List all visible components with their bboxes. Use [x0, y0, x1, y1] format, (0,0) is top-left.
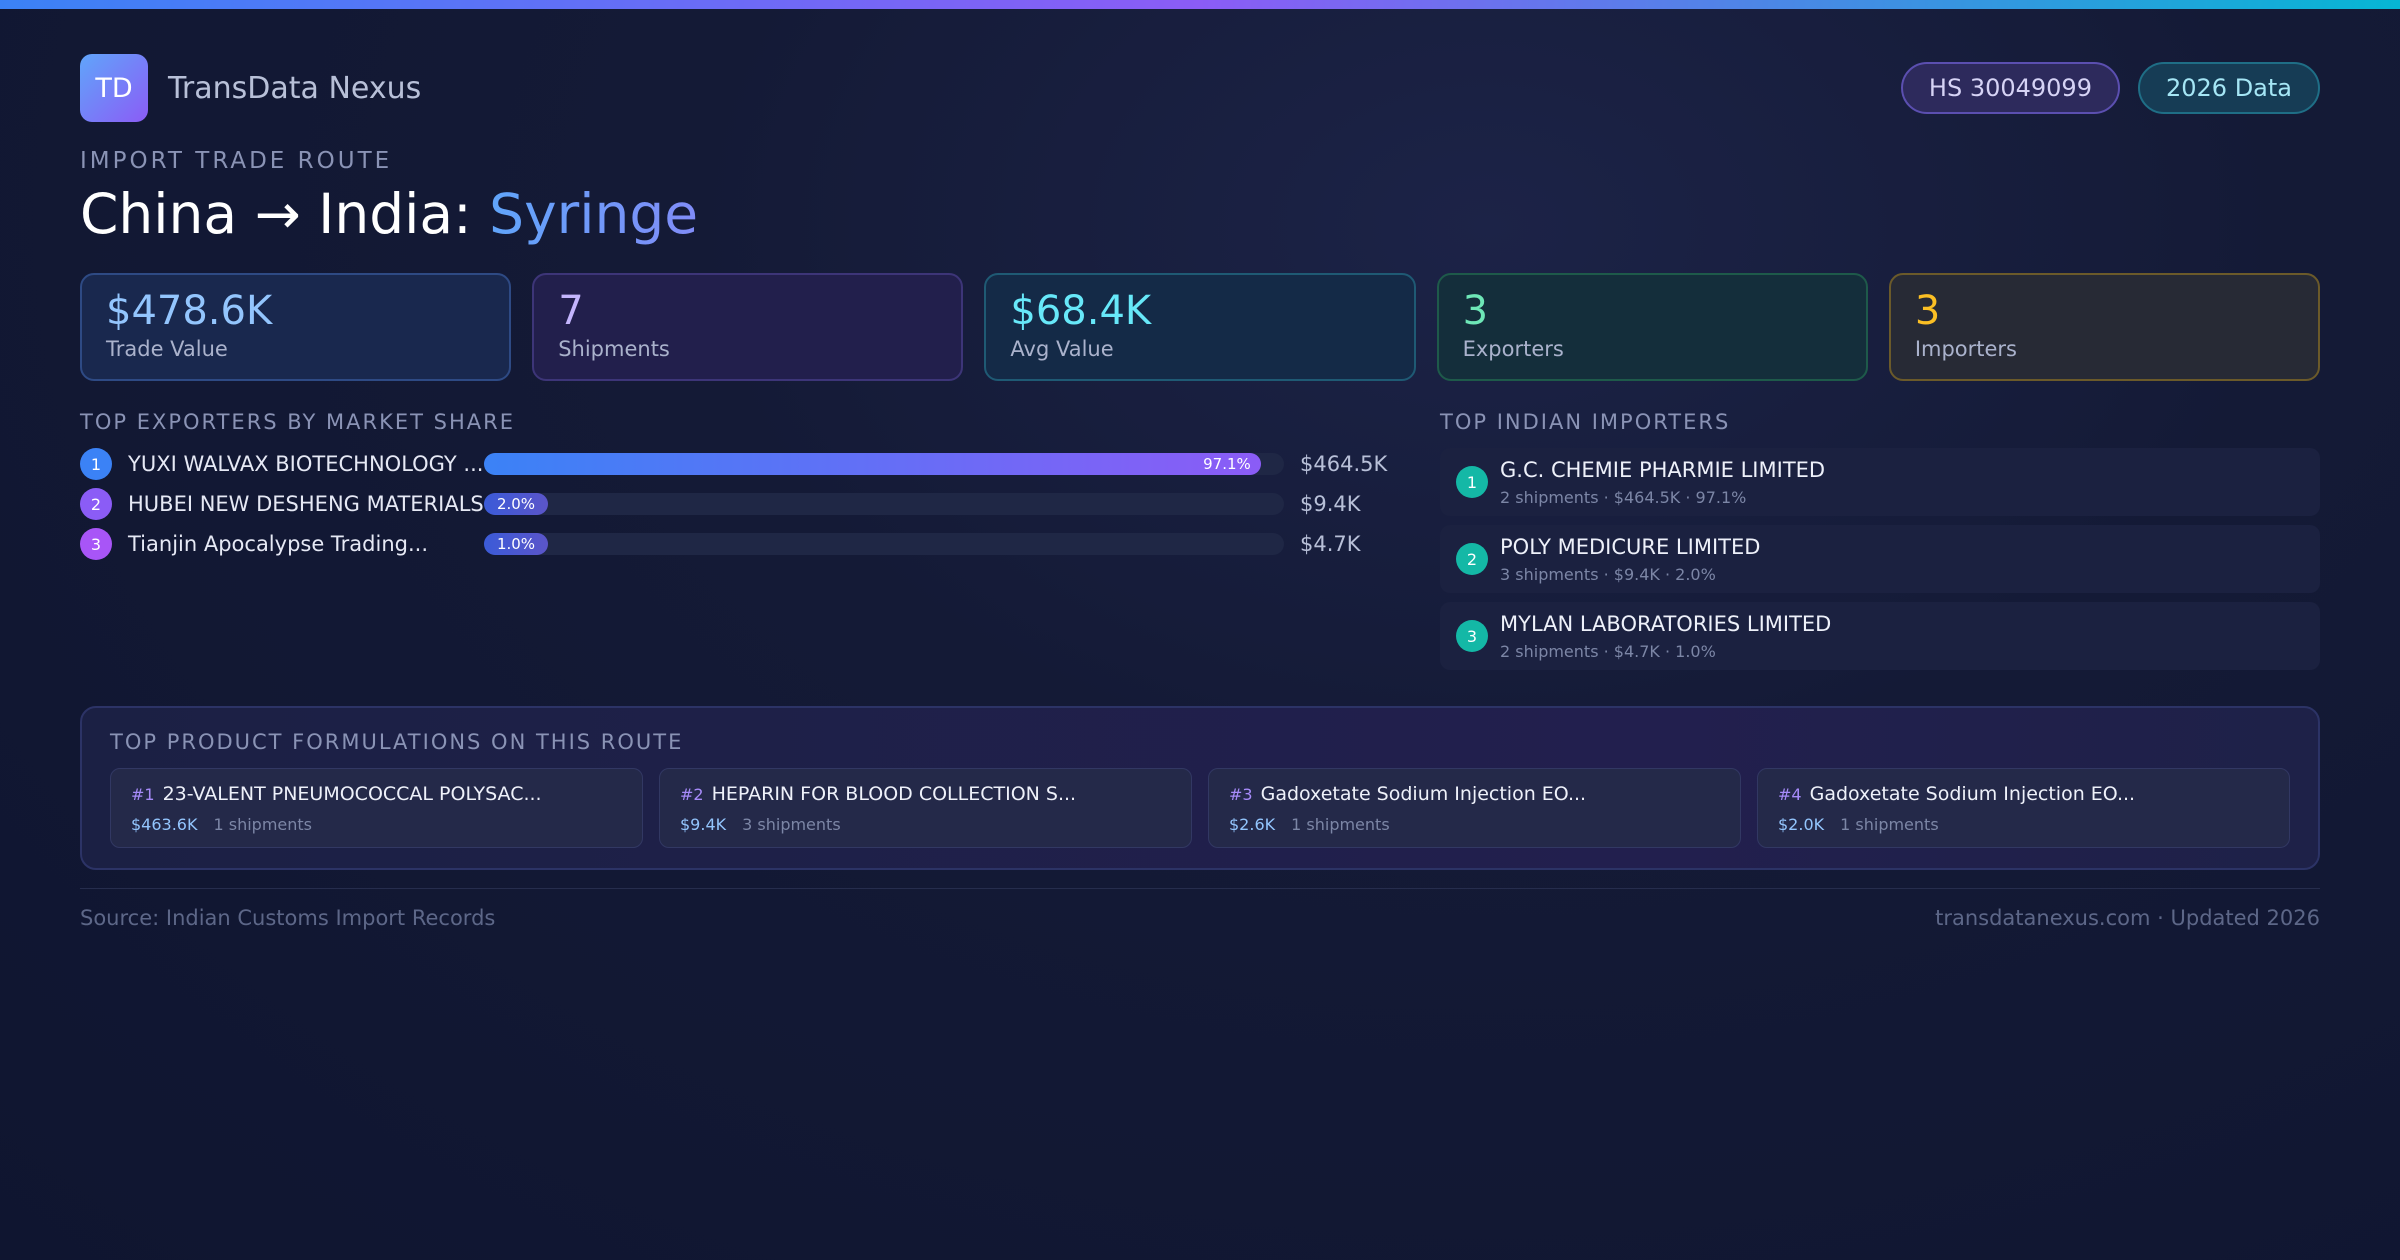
header: TD TransData Nexus HS 30049099 2026 Data [80, 54, 2320, 122]
formulation-title: #1 23-VALENT PNEUMOCOCCAL POLYSAC... [131, 783, 622, 805]
importer-rank: 1 [1456, 466, 1488, 498]
formulation-name: HEPARIN FOR BLOOD COLLECTION S... [711, 783, 1077, 805]
exporter-value: $9.4K [1300, 492, 1361, 516]
stat-value: $478.6K [106, 288, 273, 334]
importer-rank: 3 [1456, 620, 1488, 652]
formulation-cards: #1 23-VALENT PNEUMOCOCCAL POLYSAC... $463… [110, 768, 2290, 848]
formulation-stats: $2.0K 1 shipments [1778, 815, 2269, 834]
formulations-section-label: TOP PRODUCT FORMULATIONS ON THIS ROUTE [110, 730, 684, 754]
formulation-card[interactable]: #4 Gadoxetate Sodium Injection EO... $2.0… [1757, 768, 2290, 848]
exporter-row[interactable]: 2 HUBEI NEW DESHENG MATERIALS 2.0% $9.4K [80, 488, 1380, 520]
share-bar-fill: 2.0% [484, 493, 548, 515]
formulation-shipments: 1 shipments [1840, 815, 1939, 834]
importer-meta: 2 shipments · $464.5K · 97.1% [1500, 488, 1747, 507]
title-product: Syringe [489, 182, 699, 246]
formulations-panel: TOP PRODUCT FORMULATIONS ON THIS ROUTE #… [80, 706, 2320, 870]
importers-section-label: TOP INDIAN IMPORTERS [1440, 410, 1731, 434]
formulation-rank: #3 [1229, 785, 1253, 804]
importer-meta: 3 shipments · $9.4K · 2.0% [1500, 565, 1716, 584]
exporter-row[interactable]: 1 YUXI WALVAX BIOTECHNOLOGY ... 97.1% $4… [80, 448, 1387, 480]
formulation-shipments: 1 shipments [213, 815, 313, 834]
formulation-shipments: 1 shipments [1291, 815, 1390, 834]
importer-meta: 2 shipments · $4.7K · 1.0% [1500, 642, 1716, 661]
header-badges: HS 30049099 2026 Data [1900, 62, 2320, 114]
importer-card[interactable]: 2 POLY MEDICURE LIMITED 3 shipments · $9… [1440, 525, 2320, 593]
exporter-row[interactable]: 3 Tianjin Apocalypse Trading... 1.0% $4.… [80, 528, 1380, 560]
importer-rank: 2 [1456, 543, 1488, 575]
stat-exporters: 3 Exporters [1436, 273, 1868, 381]
formulation-title: #3 Gadoxetate Sodium Injection EO... [1229, 783, 1720, 805]
importer-card[interactable]: 3 MYLAN LABORATORIES LIMITED 2 shipments… [1440, 602, 2320, 670]
formulation-card[interactable]: #1 23-VALENT PNEUMOCOCCAL POLYSAC... $463… [110, 768, 643, 848]
brand[interactable]: TD TransData Nexus [80, 54, 421, 122]
share-bar-track: 2.0% [484, 493, 1284, 515]
importer-name: POLY MEDICURE LIMITED [1500, 535, 1761, 559]
data-year-badge: 2026 Data [2137, 62, 2320, 114]
formulation-rank: #4 [1778, 785, 1802, 804]
formulation-name: Gadoxetate Sodium Injection EO... [1809, 783, 2136, 805]
exporter-name: HUBEI NEW DESHENG MATERIALS [128, 492, 484, 516]
importer-name: MYLAN LABORATORIES LIMITED [1500, 612, 1832, 636]
formulation-value: $9.4K [680, 815, 727, 834]
exporter-rank: 2 [80, 488, 112, 520]
stat-label: Exporters [1462, 337, 1564, 361]
formulation-value: $2.6K [1229, 815, 1276, 834]
importers-panel: TOP INDIAN IMPORTERS 1 G.C. CHEMIE PHARM… [1440, 410, 2320, 670]
footer-site[interactable]: transdatanexus.com · Updated 2026 [1935, 906, 2320, 930]
formulation-card[interactable]: #3 Gadoxetate Sodium Injection EO... $2.6… [1208, 768, 1741, 848]
share-bar-track: 97.1% [484, 453, 1284, 475]
exporter-value: $464.5K [1300, 452, 1388, 476]
stat-label: Importers [1914, 337, 2018, 361]
hs-code-badge: HS 30049099 [1900, 62, 2120, 114]
stat-shipments: 7 Shipments [532, 273, 964, 381]
formulation-value: $2.0K [1778, 815, 1825, 834]
top-accent-bar [0, 0, 2400, 9]
stat-importers: 3 Importers [1888, 273, 2321, 381]
footer-divider [80, 888, 2320, 889]
formulation-rank: #2 [680, 785, 704, 804]
footer-source: Source: Indian Customs Import Records [80, 906, 496, 930]
logo: TD [80, 54, 148, 122]
page-title: China → India: Syringe [80, 182, 698, 246]
formulation-title: #2 HEPARIN FOR BLOOD COLLECTION S... [680, 783, 1171, 805]
formulation-title: #4 Gadoxetate Sodium Injection EO... [1778, 783, 2269, 805]
share-bar-track: 1.0% [484, 533, 1284, 555]
exporter-value: $4.7K [1300, 532, 1361, 556]
stat-label: Trade Value [106, 337, 228, 361]
share-bar-fill: 97.1% [484, 453, 1261, 475]
route-eyebrow: IMPORT TRADE ROUTE [80, 148, 393, 174]
stat-label: Avg Value [1010, 337, 1114, 361]
stat-value: 3 [1462, 288, 1489, 334]
formulation-shipments: 3 shipments [742, 815, 841, 834]
exporters-panel: TOP EXPORTERS BY MARKET SHARE 1 YUXI WAL… [80, 410, 1387, 560]
stat-label: Shipments [558, 337, 670, 361]
exporter-name: YUXI WALVAX BIOTECHNOLOGY ... [128, 452, 484, 476]
title-route: China → India: [80, 182, 490, 246]
formulation-card[interactable]: #2 HEPARIN FOR BLOOD COLLECTION S... $9.4… [659, 768, 1192, 848]
stat-value: 7 [558, 288, 584, 334]
stat-avg-value: $68.4K Avg Value [984, 273, 1416, 381]
formulation-name: Gadoxetate Sodium Injection EO... [1260, 783, 1587, 805]
stat-value: $68.4K [1010, 288, 1152, 334]
formulation-rank: #1 [131, 785, 155, 804]
importer-name: G.C. CHEMIE PHARMIE LIMITED [1500, 458, 1826, 482]
brand-name: TransData Nexus [168, 70, 422, 106]
exporters-section-label: TOP EXPORTERS BY MARKET SHARE [80, 410, 516, 434]
share-bar-fill: 1.0% [484, 533, 548, 555]
exporter-rank: 3 [80, 528, 112, 560]
formulation-name: 23-VALENT PNEUMOCOCCAL POLYSAC... [162, 783, 542, 805]
formulation-stats: $463.6K 1 shipments [131, 815, 622, 834]
stat-trade-value: $478.6K Trade Value [80, 273, 512, 381]
formulation-value: $463.6K [131, 815, 198, 834]
formulation-stats: $9.4K 3 shipments [680, 815, 1171, 834]
exporter-name: Tianjin Apocalypse Trading... [128, 532, 429, 556]
stats-row: $478.6K Trade Value 7 Shipments $68.4K A… [80, 273, 2321, 381]
stat-value: 3 [1914, 288, 1941, 334]
importer-card[interactable]: 1 G.C. CHEMIE PHARMIE LIMITED 2 shipment… [1440, 448, 2320, 516]
exporter-rank: 1 [80, 448, 112, 480]
formulation-stats: $2.6K 1 shipments [1229, 815, 1720, 834]
